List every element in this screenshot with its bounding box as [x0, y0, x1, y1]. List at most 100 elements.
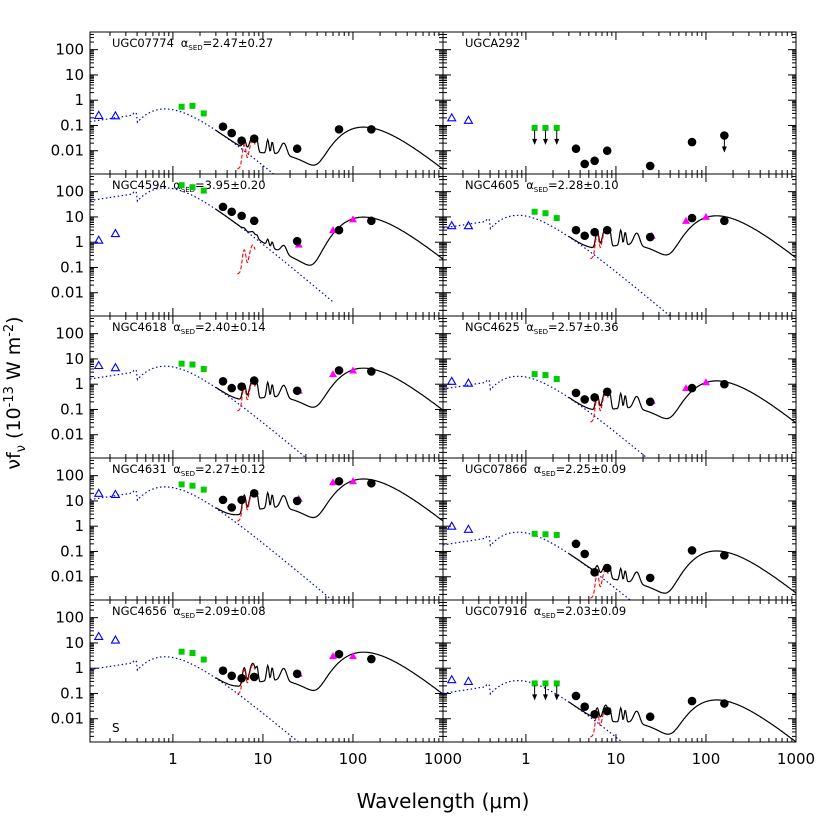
ir-data-point — [720, 699, 729, 708]
nir-data-point — [200, 187, 207, 194]
panel-alpha: αSED=2.47±0.27 — [181, 36, 273, 52]
nir-upper-limit — [542, 680, 549, 687]
y-tick-label: 0.1 — [60, 258, 84, 276]
ir-data-point — [571, 144, 581, 154]
y-tick-label: 0.1 — [60, 542, 84, 560]
uv-data-point — [93, 235, 104, 244]
ir-data-point — [645, 712, 655, 722]
iras-data-point — [348, 366, 357, 374]
stellar-model-curve — [90, 187, 334, 303]
ir-data-point — [645, 232, 655, 242]
iras-data-point — [348, 652, 357, 660]
ir-data-point — [367, 654, 376, 664]
panel-ngc4656: 100 10 1 0.1 0.01 1 10 100 1000 NGC4656 αSED=2.09±… — [51, 599, 462, 768]
total-model-curve — [215, 208, 443, 266]
ir-data-point — [687, 383, 697, 393]
panel-name: NGC4594 — [112, 178, 167, 192]
plot-area — [90, 631, 443, 742]
ir-data-point — [367, 478, 376, 488]
uv-data-point — [463, 220, 474, 230]
panel-name: UGC07774 — [112, 36, 174, 50]
uv-data-point — [463, 378, 474, 387]
x-tick-label: 10 — [253, 750, 272, 768]
nir-data-point — [178, 648, 185, 655]
ir-data-point — [580, 549, 590, 559]
y-tick-label: 0.1 — [60, 684, 84, 702]
upper-limit-arrowhead — [542, 694, 548, 701]
y-tick-label: 0.01 — [51, 142, 84, 160]
plot-area — [90, 102, 443, 174]
nir-data-point — [531, 530, 538, 537]
ir-data-point — [720, 379, 729, 389]
ir-data-point — [249, 376, 259, 385]
plot-area — [443, 521, 796, 600]
nir-data-point — [189, 102, 196, 109]
nir-data-point — [189, 649, 196, 656]
iras-data-point — [328, 478, 337, 486]
ir-data-point — [590, 227, 599, 237]
panel-alpha: αSED=2.40±0.14 — [173, 320, 265, 336]
y-tick-label: 10 — [65, 350, 84, 368]
nir-data-point — [178, 182, 185, 189]
nir-data-point — [189, 482, 196, 489]
ir-data-point — [227, 383, 237, 393]
uv-data-point — [93, 488, 104, 497]
y-tick-label: 10 — [65, 66, 84, 84]
upper-limit-arrowhead — [721, 146, 727, 153]
ir-data-point — [292, 386, 302, 396]
y-tick-label: 1 — [74, 375, 84, 393]
panel-ngc4625: NGC4625 αSED=2.57±0.36 — [442, 315, 797, 459]
nir-data-point — [200, 486, 207, 493]
stellar-model-curve — [90, 365, 308, 458]
x-tick-label: 1 — [521, 750, 531, 768]
ir-data-point — [687, 546, 697, 555]
plot-area — [90, 476, 443, 600]
ir-data-point — [218, 495, 228, 505]
ir-data-point — [237, 382, 246, 391]
ir-data-point — [227, 128, 237, 138]
nir-data-point — [189, 361, 196, 368]
ir-data-point — [580, 159, 590, 169]
ir-data-point — [367, 216, 376, 226]
iras-data-point — [701, 378, 710, 386]
panel-name: UGC07866 — [465, 462, 527, 476]
uv-data-point — [93, 110, 104, 119]
panel-name: NGC4656 — [112, 604, 167, 618]
ir-data-point — [334, 125, 344, 134]
plot-area — [90, 182, 443, 303]
panel-name: NGC4631 — [112, 462, 167, 476]
uv-data-point — [93, 631, 104, 641]
ir-data-point — [602, 706, 612, 716]
nir-upper-limit — [531, 680, 538, 687]
panel-corner-label: S — [112, 721, 120, 735]
panel-alpha: αSED=3.95±0.20 — [173, 178, 265, 194]
nir-upper-limit — [531, 124, 538, 131]
ir-data-point — [292, 669, 302, 679]
iras-data-point — [348, 477, 357, 485]
uv-data-point — [110, 634, 121, 644]
panel-ugc07866: UGC07866 αSED=2.25±0.09 — [442, 457, 797, 601]
stellar-model-curve — [443, 214, 671, 316]
y-label-main: νf — [3, 451, 25, 470]
axis-ticks — [443, 457, 797, 600]
ir-data-point — [218, 666, 228, 675]
svg-text:νfν (10-13 W m-2): νfν (10-13 W m-2) — [2, 316, 29, 469]
nir-data-point — [200, 110, 207, 117]
y-tick-label: 0.1 — [60, 116, 84, 134]
uv-data-point — [446, 674, 457, 684]
ir-data-point — [645, 397, 655, 407]
nir-upper-limit — [542, 124, 549, 131]
y-tick-label: 0.01 — [51, 568, 84, 586]
ir-data-point — [602, 146, 612, 156]
iras-data-point — [681, 216, 690, 224]
upper-limit-arrowhead — [554, 694, 560, 701]
ir-data-point — [602, 563, 612, 573]
nir-data-point — [531, 371, 538, 378]
y-label-tail: W m — [3, 337, 25, 386]
ir-data-point — [580, 231, 590, 241]
panel-alpha: αSED=2.28±0.10 — [526, 178, 618, 194]
stellar-model-curve — [443, 531, 631, 600]
y-tick-label: 0.01 — [51, 710, 84, 728]
y-label-exp: -13 — [2, 386, 17, 407]
nir-data-point — [531, 208, 538, 215]
